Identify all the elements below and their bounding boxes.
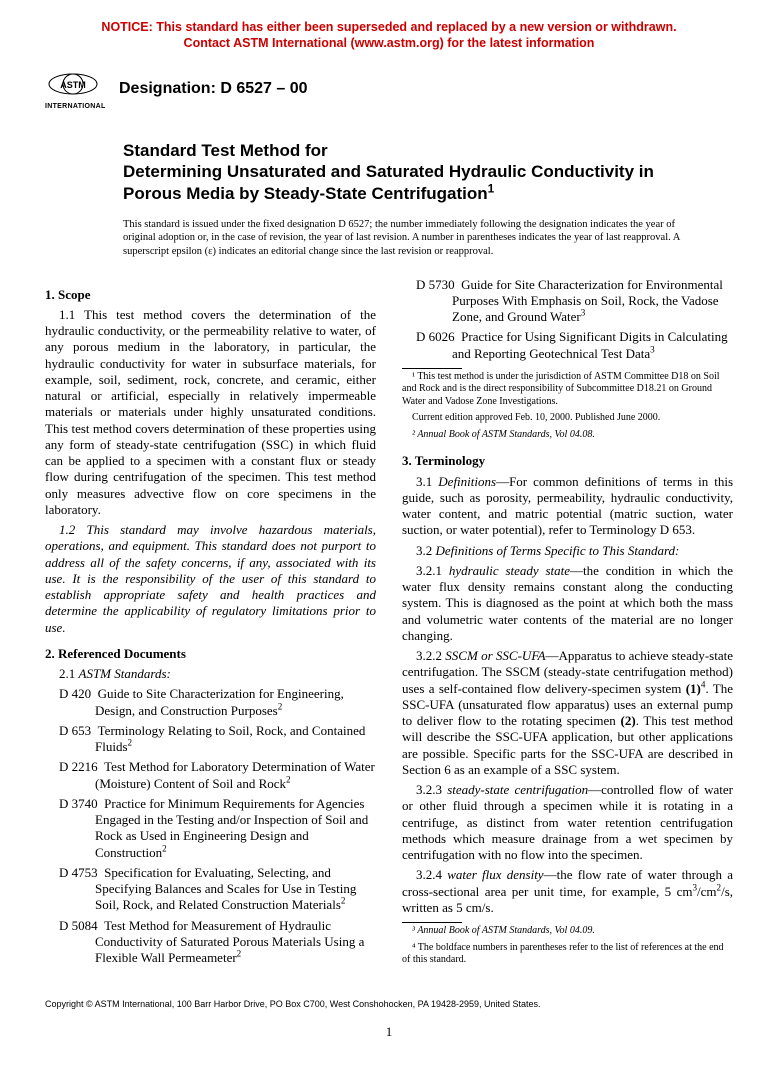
term-3-2-1: 3.2.1 hydraulic steady state—the conditi… bbox=[402, 563, 733, 644]
term-3-2: 3.2 Definitions of Terms Specific to Thi… bbox=[402, 543, 733, 559]
footnote-rule-left bbox=[402, 368, 462, 369]
issuance-note: This standard is issued under the fixed … bbox=[123, 218, 693, 259]
reference-item: D 5084 Test Method for Measurement of Hy… bbox=[45, 918, 376, 967]
reference-item: D 6026 Practice for Using Significant Di… bbox=[402, 329, 733, 362]
scope-1-2: 1.2 This standard may involve hazardous … bbox=[45, 522, 376, 636]
footnote-1: ¹ This test method is under the jurisdic… bbox=[402, 371, 733, 409]
referenced-docs-heading: 2. Referenced Documents bbox=[45, 646, 376, 662]
astm-standards-sub: 2.1 ASTM Standards: bbox=[45, 666, 376, 682]
term-3-1: 3.1 Definitions—For common definitions o… bbox=[402, 474, 733, 539]
reference-item: D 3740 Practice for Minimum Requirements… bbox=[45, 796, 376, 861]
title-footnote-ref: 1 bbox=[488, 181, 495, 195]
standard-title: Standard Test Method for Determining Uns… bbox=[123, 140, 693, 204]
scope-heading: 1. Scope bbox=[45, 287, 376, 303]
supersede-notice: NOTICE: This standard has either been su… bbox=[45, 20, 733, 51]
page-number: 1 bbox=[45, 1024, 733, 1040]
footnote-2: ² Annual Book of ASTM Standards, Vol 04.… bbox=[402, 429, 733, 442]
reference-item: D 5730 Guide for Site Characterization f… bbox=[402, 277, 733, 326]
reference-item: D 653 Terminology Relating to Soil, Rock… bbox=[45, 723, 376, 756]
term-3-2-4: 3.2.4 water flux density—the flow rate o… bbox=[402, 867, 733, 916]
notice-line-2: Contact ASTM International (www.astm.org… bbox=[184, 36, 595, 50]
footnote-rule-right bbox=[402, 922, 462, 923]
reference-item: D 4753 Specification for Evaluating, Sel… bbox=[45, 865, 376, 914]
title-line-1: Standard Test Method for bbox=[123, 141, 328, 160]
scope-1-1: 1.1 This test method covers the determin… bbox=[45, 307, 376, 518]
footnote-3: ³ Annual Book of ASTM Standards, Vol 04.… bbox=[402, 925, 733, 938]
reference-item: D 420 Guide to Site Characterization for… bbox=[45, 686, 376, 719]
notice-line-1: NOTICE: This standard has either been su… bbox=[101, 20, 676, 34]
copyright-line: Copyright © ASTM International, 100 Barr… bbox=[45, 999, 733, 1010]
footnote-4: ⁴ The boldface numbers in parentheses re… bbox=[402, 942, 733, 967]
term-3-2-3: 3.2.3 steady-state centrifugation—contro… bbox=[402, 782, 733, 863]
designation-text: Designation: D 6527 – 00 bbox=[119, 79, 308, 99]
body-columns: 1. Scope 1.1 This test method covers the… bbox=[45, 277, 733, 971]
footnote-edition: Current edition approved Feb. 10, 2000. … bbox=[402, 412, 733, 425]
astm-logo: ASTM INTERNATIONAL bbox=[45, 65, 101, 112]
svg-text:ASTM: ASTM bbox=[60, 80, 86, 90]
document-header: ASTM INTERNATIONAL Designation: D 6527 –… bbox=[45, 65, 733, 112]
logo-subtext: INTERNATIONAL bbox=[45, 103, 101, 112]
reference-item: D 2216 Test Method for Laboratory Determ… bbox=[45, 759, 376, 792]
term-3-2-2: 3.2.2 SSCM or SSC-UFA—Apparatus to achie… bbox=[402, 648, 733, 778]
title-line-2: Determining Unsaturated and Saturated Hy… bbox=[123, 162, 654, 202]
terminology-heading: 3. Terminology bbox=[402, 453, 733, 469]
